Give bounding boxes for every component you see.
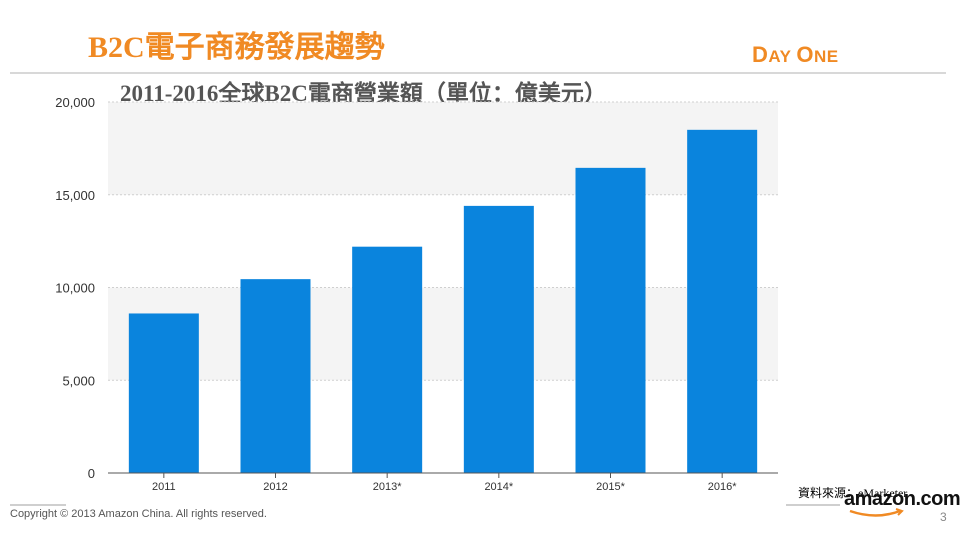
- source-note: 資料來源：eMarketer: [798, 486, 908, 500]
- logo-letter-o: O: [796, 42, 815, 67]
- bar: [240, 279, 311, 473]
- chart-bars: [128, 129, 758, 474]
- logo-letters-ay: AY: [768, 47, 792, 66]
- bar: [687, 129, 758, 473]
- amazon-logo-text: amazon.com: [844, 488, 960, 510]
- logo-letter-d: D: [752, 42, 769, 67]
- amazon-smile-icon: [849, 508, 904, 517]
- y-tick-label: 0: [88, 466, 95, 481]
- x-tick-label: 2014*: [484, 481, 513, 493]
- y-tick-label: 20,000: [55, 95, 95, 110]
- y-axis-ticks: 0 5,000 10,000 15,000 20,000: [55, 95, 95, 481]
- x-tick-label: 2016*: [708, 481, 737, 493]
- x-axis-ticks: 2011 2012 2013* 2014* 2015* 2016*: [152, 473, 737, 493]
- bar: [575, 167, 646, 474]
- chart-band: [108, 287, 778, 381]
- bar: [128, 313, 199, 473]
- logo-letters-ne: NE: [814, 47, 839, 66]
- footer-divider-right: [786, 504, 840, 506]
- header-divider: [10, 72, 946, 74]
- chart-band: [108, 102, 778, 195]
- y-tick-label: 15,000: [55, 188, 95, 203]
- chart-bands: [108, 102, 778, 381]
- bar: [463, 205, 534, 473]
- bar: [352, 246, 423, 473]
- slide-title: B2C電子商務發展趨勢: [88, 31, 385, 64]
- x-tick-label: 2013*: [373, 481, 402, 493]
- x-tick-label: 2011: [152, 481, 176, 493]
- y-tick-label: 10,000: [55, 281, 95, 296]
- x-tick-label: 2015*: [596, 481, 625, 493]
- copyright-text: Copyright © 2013 Amazon China. All right…: [10, 508, 267, 520]
- page-number: 3: [940, 510, 947, 524]
- x-tick-label: 2012: [263, 481, 287, 493]
- amazon-logo: amazon.com: [844, 488, 960, 517]
- y-tick-label: 5,000: [62, 373, 95, 388]
- footer-divider-left: [10, 504, 66, 506]
- day-one-logo: DAY ONE: [752, 42, 839, 68]
